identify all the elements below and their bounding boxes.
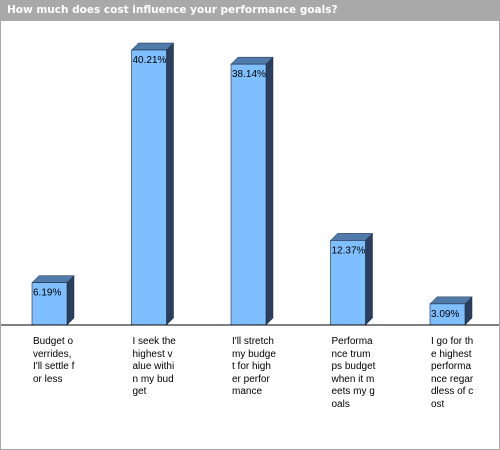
bar-2	[130, 42, 175, 326]
bar-top	[429, 296, 473, 305]
category-label: Performance trumps budget when it meets …	[331, 336, 376, 410]
category-label: I seek the highest value within my budge…	[132, 336, 176, 397]
bar-side	[166, 42, 174, 326]
bar-top	[31, 275, 75, 283]
value-label: 3.09%	[431, 309, 459, 320]
value-label: 40.21%	[133, 55, 167, 66]
bar-3	[230, 56, 274, 326]
bar-top	[230, 56, 274, 65]
value-label: 6.19%	[33, 288, 61, 299]
bar-side	[265, 56, 274, 326]
bar-top	[130, 42, 175, 51]
value-label: 38.14%	[232, 69, 266, 80]
category-label: Budget overrides, I'll settle for less	[33, 336, 75, 385]
title-bar: How much does cost influence your perfor…	[1, 1, 499, 21]
bar-1	[31, 275, 75, 326]
category-label: I'll stretch my budget for higher perfor…	[232, 336, 276, 397]
bar-front	[31, 282, 68, 326]
bar-4	[329, 232, 374, 326]
category-label: I go for the highest performance regardl…	[431, 336, 474, 410]
bar-top	[329, 233, 374, 241]
value-label: 12.37%	[332, 245, 366, 256]
bar-front	[131, 49, 167, 326]
bar-front	[330, 240, 366, 326]
bar-5	[429, 296, 473, 326]
bar-side	[66, 275, 75, 326]
bar-front	[230, 63, 267, 326]
bar-side	[365, 232, 373, 326]
chart-title: How much does cost influence your perfor…	[7, 4, 338, 16]
